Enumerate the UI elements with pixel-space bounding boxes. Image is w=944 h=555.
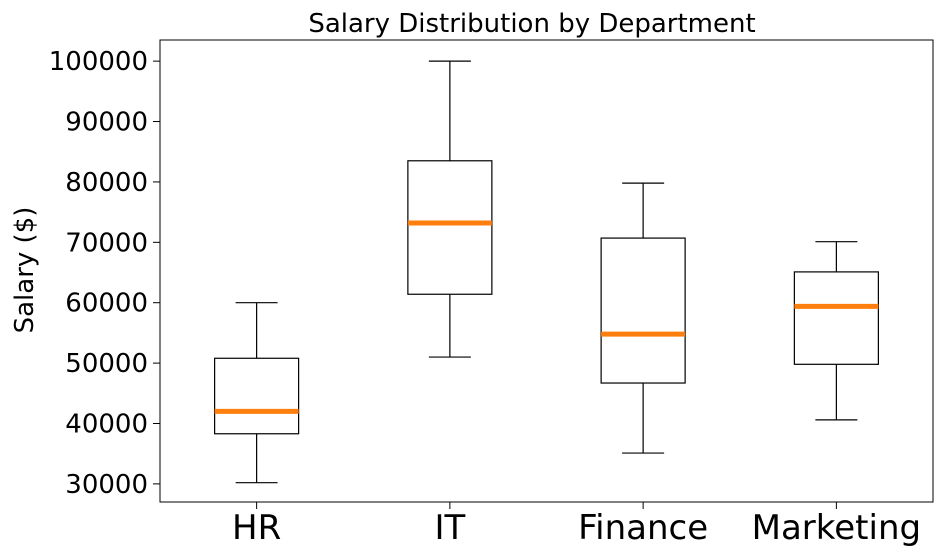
box-finance [600,182,686,454]
iqr-box [793,271,879,365]
y-tick-label: 100000 [49,47,148,77]
box-it [407,60,493,358]
y-tick-label: 70000 [65,228,148,258]
chart-title: Salary Distribution by Department [308,9,755,39]
box-marketing [793,241,879,421]
box-hr [214,302,300,484]
iqr-box [214,357,300,435]
plot-area-frame [159,39,934,503]
iqr-box [407,160,493,295]
x-tick-label: IT [434,508,465,548]
y-tick-label: 30000 [65,470,148,500]
y-tick-label: 60000 [65,289,148,319]
y-tick-label: 40000 [65,409,148,439]
x-tick-label: Marketing [752,508,921,548]
box-series [214,60,879,484]
iqr-box [600,237,686,384]
y-tick-label: 50000 [65,349,148,379]
y-tick-label: 90000 [65,108,148,138]
y-axis-label: Salary ($) [10,207,40,334]
y-axis-ticks: 30000 40000 50000 60000 70000 80000 90000 10000… [49,47,160,500]
x-tick-label: Finance [578,508,708,548]
y-tick-label: 80000 [65,168,148,198]
x-tick-label: HR [232,508,281,548]
x-axis-ticks: HR IT Finance Marketing [232,502,921,548]
